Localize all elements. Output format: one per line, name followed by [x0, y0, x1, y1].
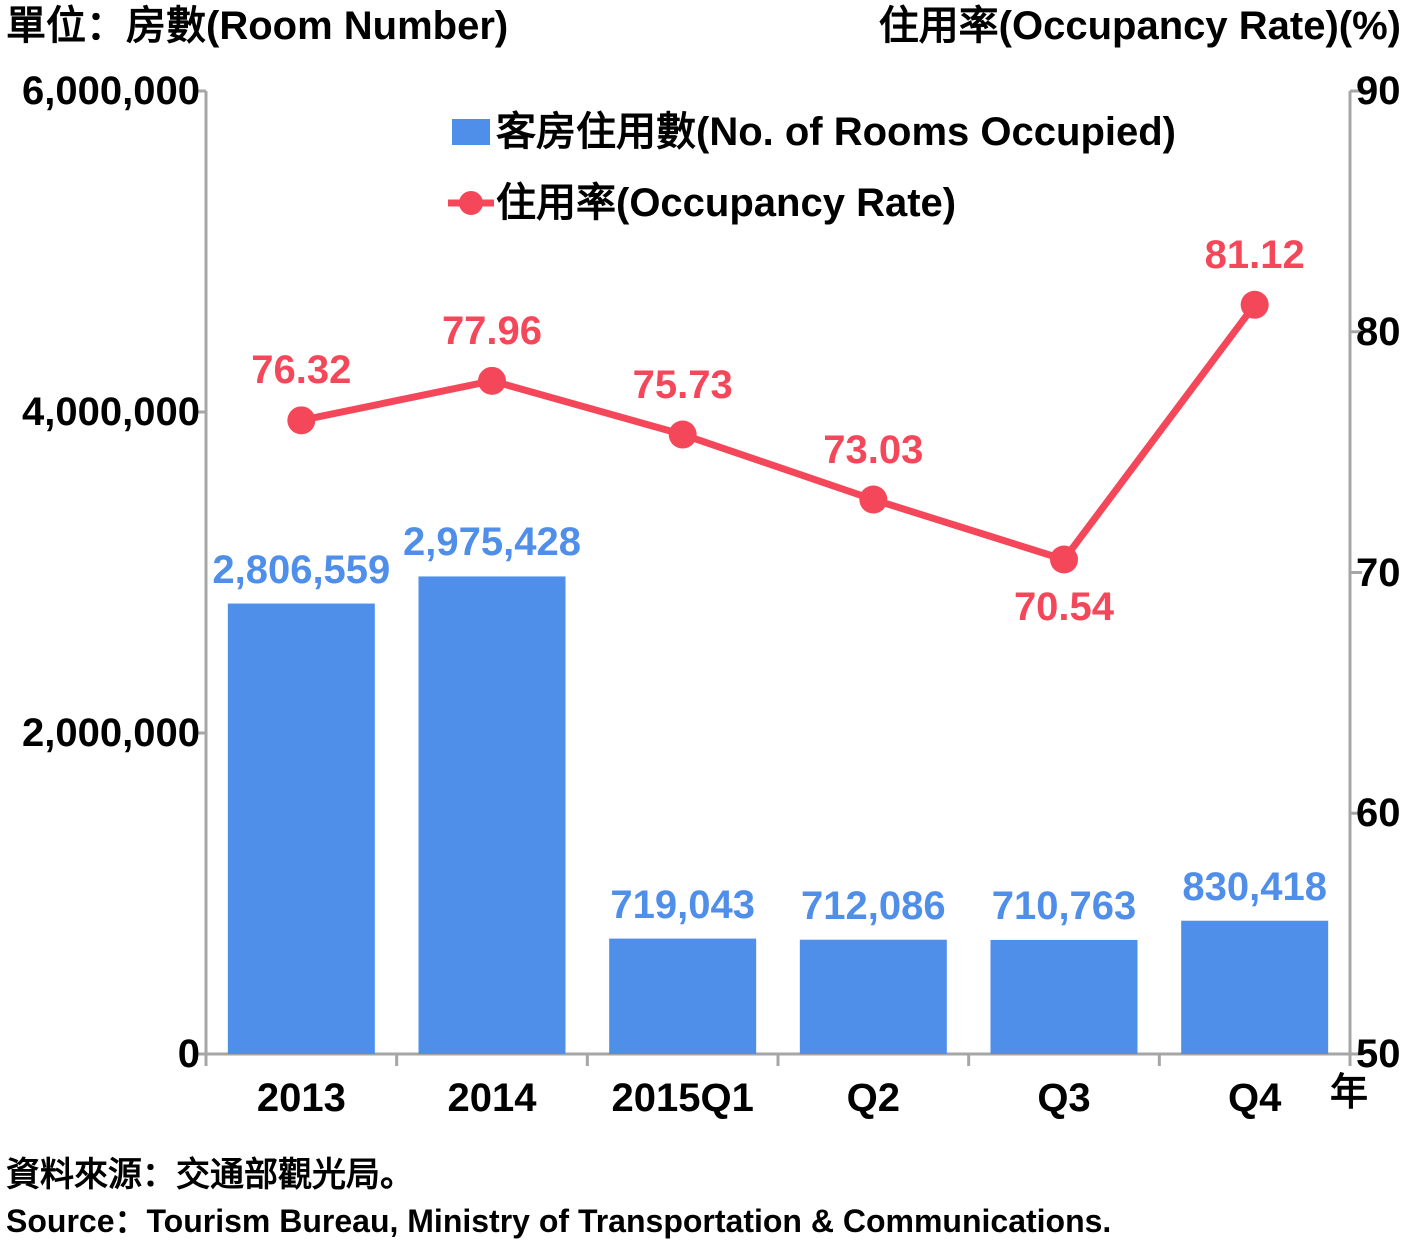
right-y-tick-label: 80 [1356, 309, 1401, 354]
left-y-tick-label: 4,000,000 [22, 390, 200, 434]
bar [609, 938, 757, 1054]
x-category-label: 2013 [256, 1076, 346, 1120]
occupancy-point [287, 406, 316, 435]
bar-value-label: 2,975,428 [403, 520, 581, 565]
occupancy-line [300, 302, 1258, 563]
occupancy-value-label: 77.96 [441, 308, 543, 353]
bar-value-label: 830,418 [1182, 864, 1327, 909]
occupancy-point [1050, 545, 1078, 574]
bar [799, 939, 947, 1054]
legend-bar-swatch [452, 119, 490, 145]
occupancy-value-label: 81.12 [1204, 232, 1305, 277]
occupancy-point [1240, 290, 1269, 319]
bar [990, 939, 1138, 1054]
legend-bar-label: 客房住用數(No. of Rooms Occupied) [496, 110, 1176, 154]
occupancy-value-label: 75.73 [632, 362, 733, 407]
bar-value-label: 712,086 [801, 883, 946, 928]
x-category-label: 2014 [447, 1076, 537, 1120]
bar [227, 603, 375, 1054]
occupancy-point [859, 485, 888, 514]
left-y-tick-label: 6,000,000 [22, 69, 200, 113]
x-category-label: 2015Q1 [611, 1076, 754, 1120]
left-y-tick-label: 2,000,000 [22, 711, 200, 755]
occupancy-value-label: 70.54 [1013, 585, 1115, 630]
right-axis-unit-label: 住用率(Occupancy Rate)(%) [878, 4, 1401, 48]
x-axis-unit-label: 年 [1330, 1072, 1369, 1114]
source-en: Source：Tourism Bureau, Ministry of Trans… [6, 1203, 1112, 1239]
bar-value-label: 719,043 [610, 882, 755, 927]
bar-value-label: 2,806,559 [212, 547, 391, 592]
x-category-label: Q3 [1037, 1076, 1091, 1120]
x-category-label: Q4 [1227, 1076, 1282, 1120]
right-y-tick-label: 70 [1356, 550, 1401, 595]
left-y-tick-label: 0 [177, 1032, 200, 1076]
right-y-tick-label: 90 [1356, 69, 1401, 113]
bar [418, 576, 566, 1054]
x-category-label: Q2 [846, 1076, 900, 1120]
source-zh: 資料來源：交通部觀光局。 [6, 1156, 414, 1194]
occupancy-point [478, 366, 506, 395]
right-y-tick-label: 50 [1356, 1032, 1401, 1076]
bar-value-label: 710,763 [991, 883, 1137, 928]
legend-line-label: 住用率(Occupancy Rate) [496, 181, 957, 225]
occupancy-value-label: 73.03 [823, 427, 924, 472]
occupancy-point [668, 420, 697, 449]
legend-line-marker [459, 191, 483, 215]
occupancy-value-label: 76.32 [251, 348, 352, 393]
bar [1181, 920, 1329, 1054]
left-axis-unit-label: 單位：房數(Room Number) [6, 4, 509, 48]
right-y-tick-label: 60 [1356, 791, 1401, 836]
